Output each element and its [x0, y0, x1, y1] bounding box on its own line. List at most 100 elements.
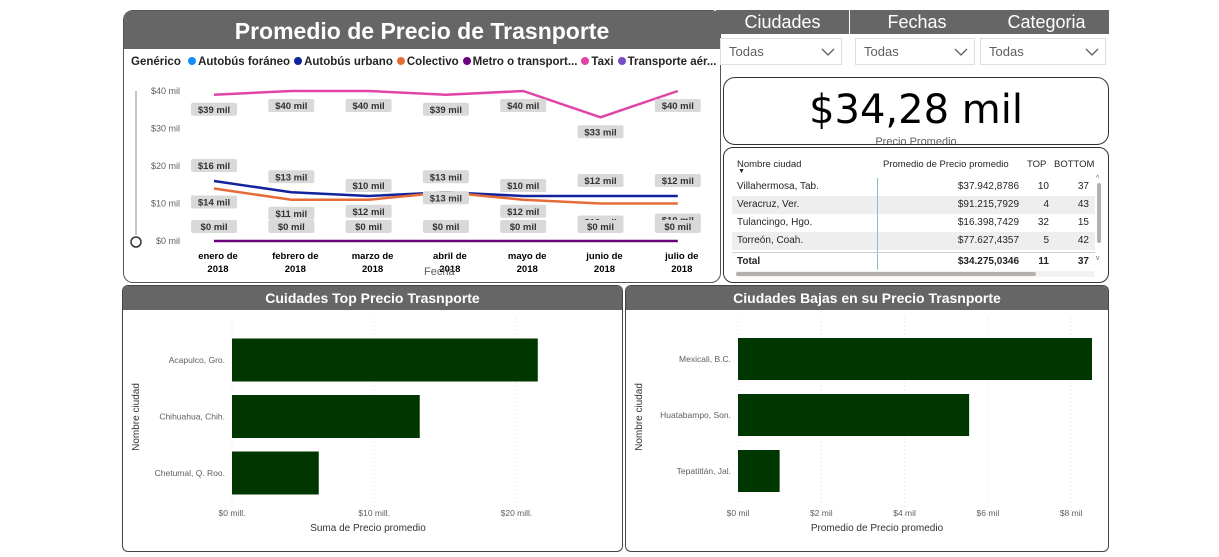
- data-label-background: [191, 102, 237, 116]
- bar[interactable]: [232, 338, 538, 382]
- data-label-background: [500, 204, 547, 218]
- data-label: $40 mil: [662, 101, 694, 112]
- table-cell-city: Veracruz, Ver.: [737, 199, 800, 210]
- data-label-background: [500, 179, 547, 192]
- slicer-fechas-dropdown[interactable]: Todas: [855, 38, 975, 65]
- y-tick-label: Huatabampo, Son.: [660, 410, 731, 420]
- y-tick-label: $10 mil: [151, 199, 180, 209]
- x-tick-label: $4 mil: [893, 508, 916, 518]
- data-label-background: [268, 220, 315, 233]
- legend-label: Metro o transport...: [472, 56, 578, 68]
- x-tick-label: $6 mil: [977, 508, 1000, 518]
- table-cell-top: 5: [1043, 235, 1049, 246]
- slicer-ciudades-dropdown[interactable]: Todas: [720, 38, 842, 65]
- chevron-down-icon: [1085, 48, 1099, 56]
- y-tick-label: Acapulco, Gro.: [169, 355, 225, 365]
- slicer-categoria-dropdown[interactable]: Todas: [980, 38, 1106, 65]
- table-row[interactable]: Villahermosa, Tab. $37.942,8786 10 37: [732, 178, 1095, 196]
- vertical-scrollbar[interactable]: ^ v: [1096, 175, 1102, 267]
- legend-marker-icon: [396, 57, 405, 65]
- legend-marker-icon: [188, 57, 197, 65]
- x-tick-label: febrero de: [272, 251, 318, 262]
- horizontal-scrollbar[interactable]: [736, 271, 1094, 277]
- legend-item[interactable]: Taxi: [581, 56, 614, 68]
- data-label-background: [191, 159, 237, 172]
- x-tick-label: enero de: [198, 251, 238, 262]
- data-label-background: [422, 170, 469, 184]
- col-header-top[interactable]: TOP: [1027, 159, 1047, 170]
- y-tick-label: Chetumal, Q. Roo.: [155, 468, 225, 478]
- data-label: $12 mil: [584, 176, 616, 187]
- table-cell-city: Torreón, Coah.: [737, 235, 804, 246]
- table-header-row: Nombre ciudad ▼ Promedio de Precio prome…: [737, 159, 1097, 177]
- low-cities-bar-chart: $0 mil $2 mil $4 mil $6 mil $8 mil Mexicali, …: [634, 318, 1092, 534]
- table-body: Villahermosa, Tab. $37.942,8786 10 37 Veracr…: [732, 178, 1095, 250]
- x-tick-label: $20 mill.: [501, 508, 533, 518]
- data-label-background: [268, 206, 315, 220]
- bar[interactable]: [738, 450, 780, 492]
- data-label-background: [577, 220, 624, 233]
- table-cell-price: $16.398,7429: [957, 217, 1019, 228]
- x-tick-label: mayo de: [508, 251, 547, 262]
- line-chart-panel: Promedio de Precio de Trasnporte Genéric…: [123, 10, 721, 283]
- col-header-city[interactable]: Nombre ciudad: [737, 159, 802, 170]
- x-tick-label: julio de: [664, 251, 698, 262]
- vertical-scroll-thumb[interactable]: [1097, 183, 1101, 243]
- x-tick-label: 2018: [439, 264, 460, 275]
- horizontal-scroll-thumb[interactable]: [736, 272, 1036, 276]
- kpi-label: Precio Promedio: [875, 136, 957, 145]
- scroll-up-icon[interactable]: ^: [1096, 175, 1100, 182]
- legend-item[interactable]: Metro o transport...: [462, 56, 578, 68]
- data-label: $16 mil: [198, 161, 230, 172]
- y-tick-label: Chihuahua, Chih.: [159, 412, 225, 422]
- x-tick-label: $0 mil: [727, 508, 750, 518]
- table-cell-city: Villahermosa, Tab.: [737, 181, 819, 192]
- data-label: $33 mil: [584, 127, 616, 138]
- slicer-categoria-value: Todas: [989, 44, 1024, 59]
- low-cities-panel: Ciudades Bajas en su Precio Trasnporte $…: [625, 285, 1109, 552]
- x-tick-label: 2018: [594, 264, 615, 275]
- top-cities-bar-chart: $0 mill. $10 mill. $20 mill. Acapulco, Gro.…: [131, 318, 538, 534]
- data-label-background: [191, 220, 237, 233]
- scroll-down-icon[interactable]: v: [1096, 255, 1100, 262]
- data-label: $13 mil: [430, 193, 462, 204]
- range-slider-handle[interactable]: [130, 236, 142, 248]
- legend-item[interactable]: Colectivo: [396, 56, 459, 68]
- legend-item[interactable]: Autobús urbano: [294, 56, 393, 68]
- table-row[interactable]: Veracruz, Ver. $91.215,7929 4 43: [732, 196, 1095, 214]
- column-divider: [877, 178, 878, 270]
- data-label-background: [345, 99, 392, 112]
- data-label: $12 mil: [507, 207, 539, 218]
- table-row[interactable]: Torreón, Coah. $77.627,4357 5 42: [732, 232, 1095, 250]
- data-label: $0 mil: [664, 222, 691, 233]
- data-label: $12 mil: [662, 176, 694, 187]
- bar[interactable]: [738, 394, 970, 436]
- table-cell-top: 32: [1037, 217, 1049, 228]
- bar[interactable]: [738, 338, 1092, 380]
- table-cell-price: $77.627,4357: [957, 235, 1019, 246]
- legend-item[interactable]: Transporte aér...: [617, 56, 716, 68]
- slicer-ciudades-header: Ciudades: [716, 10, 849, 34]
- col-header-bottom[interactable]: BOTTOM: [1054, 159, 1095, 170]
- x-tick-label: $8 mil: [1060, 508, 1083, 518]
- x-axis-title: Fecha: [424, 266, 455, 278]
- data-label: $12 mil: [352, 207, 384, 218]
- table-cell-bottom: 15: [1077, 217, 1089, 228]
- slicer-categoria-header: Categoria: [984, 10, 1109, 34]
- data-label-background: [654, 99, 701, 112]
- x-tick-label: $10 mill.: [358, 508, 390, 518]
- table-cell-bottom: 42: [1077, 235, 1089, 246]
- legend-item[interactable]: Autobús foráneo: [188, 56, 290, 68]
- total-label: Total: [737, 256, 761, 267]
- data-label: $13 mil: [430, 172, 462, 183]
- data-label: $0 mil: [355, 222, 382, 233]
- total-top: 11: [1038, 256, 1049, 267]
- bar[interactable]: [232, 395, 420, 438]
- col-header-price[interactable]: Promedio de Precio promedio: [883, 159, 1009, 170]
- top-cities-panel: Cuidades Top Precio Trasnporte $0 mill. $…: [122, 285, 623, 552]
- table-row[interactable]: Tulancingo, Hgo. $16.398,7429 32 15: [732, 214, 1095, 232]
- bar[interactable]: [232, 451, 319, 495]
- series-line[interactable]: [213, 89, 679, 119]
- data-label-background: [654, 220, 701, 233]
- x-tick-label: marzo de: [352, 251, 394, 262]
